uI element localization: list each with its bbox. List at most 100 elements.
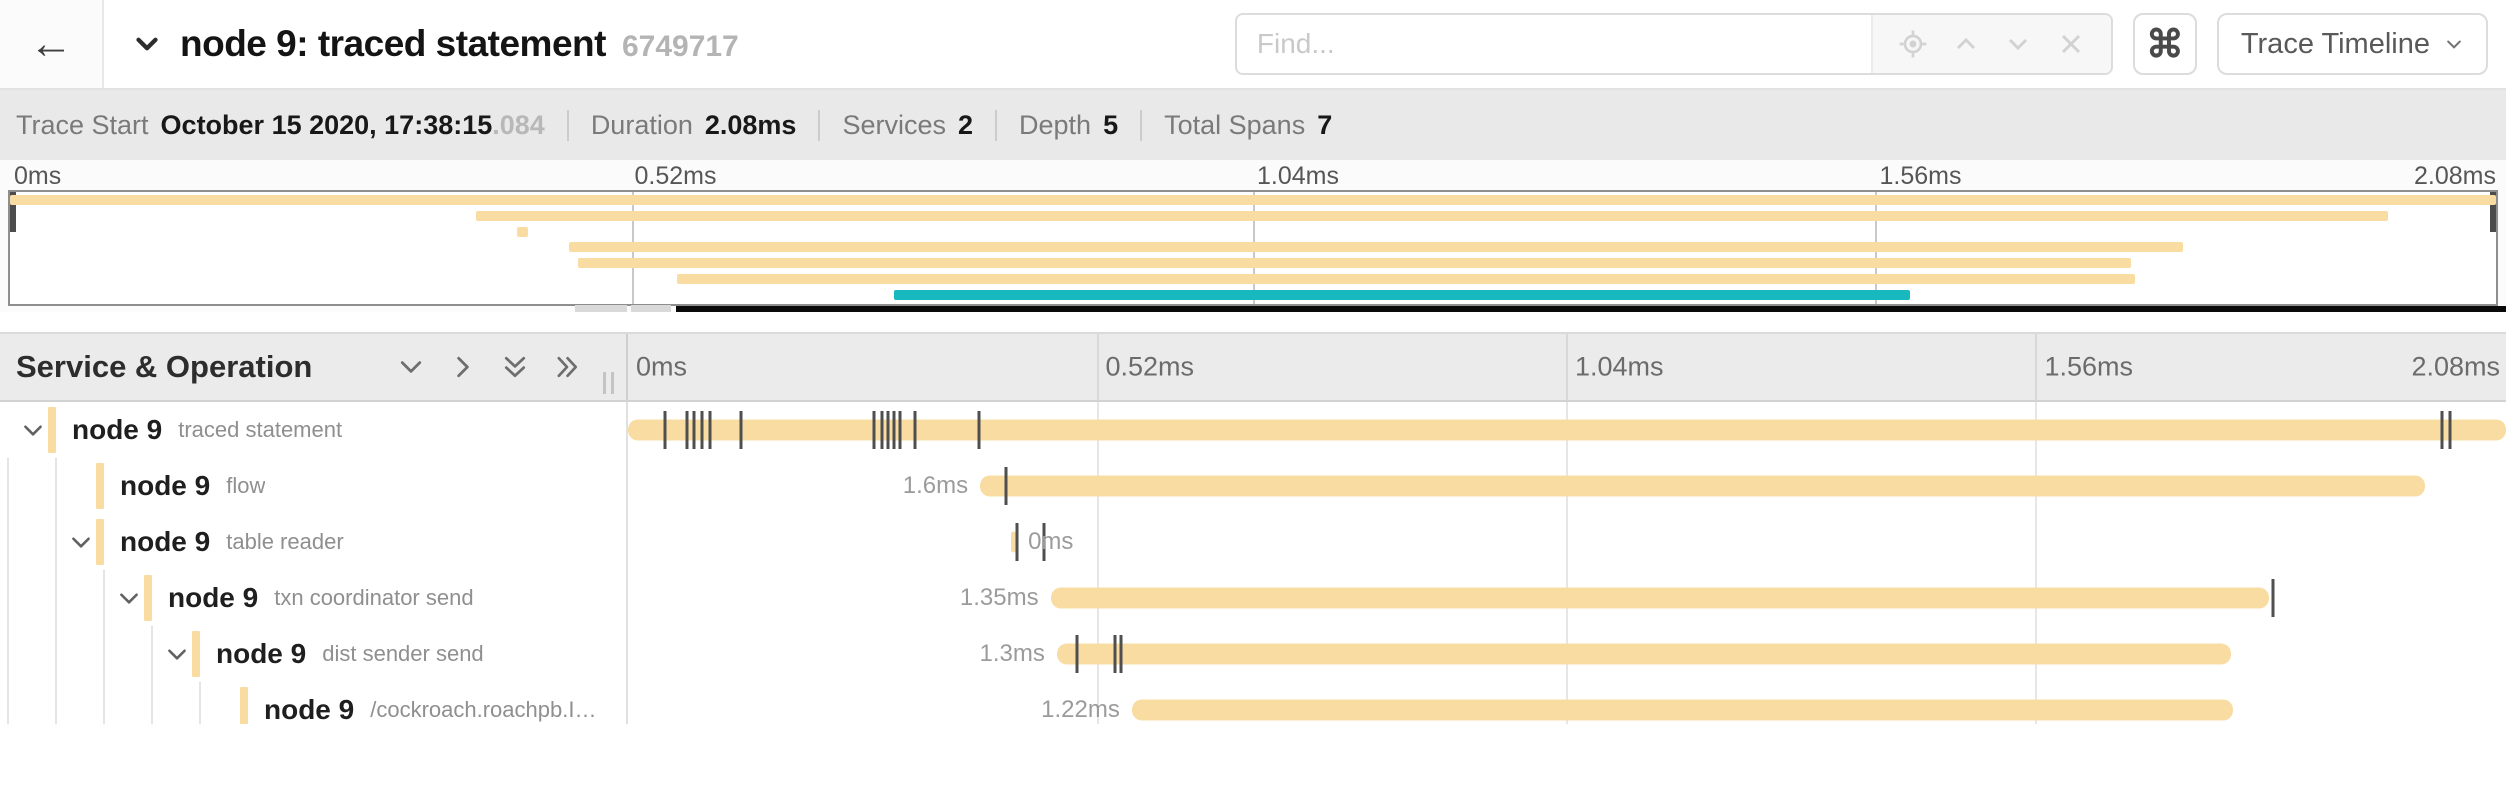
service-name: node 9	[168, 582, 259, 613]
span-log-tick	[2448, 411, 2452, 449]
span-name-cell[interactable]: node 9 txn coordinator send	[0, 570, 628, 626]
find-addon	[1870, 15, 2111, 73]
span-bar[interactable]	[980, 475, 2425, 497]
indent-guide	[151, 626, 153, 682]
summary-item: Trace Start October 15 2020, 17:38:15.084	[16, 110, 567, 141]
minimap-span-bar	[894, 289, 1911, 300]
service-color-swatch	[96, 519, 104, 565]
span-log-tick	[892, 411, 896, 449]
trace-summary-bar: Trace Start October 15 2020, 17:38:15.084…	[0, 90, 2506, 160]
span-log-tick	[880, 411, 884, 449]
timeline-axis-label: 0ms	[636, 351, 688, 382]
back-button[interactable]: ←	[0, 0, 104, 88]
span-bar[interactable]	[1010, 531, 1016, 553]
span-track: 1.3ms	[628, 626, 2506, 682]
span-name-cell[interactable]: node 9/cockroach.roachpb.I…	[0, 682, 628, 724]
collapse-trace-icon[interactable]	[130, 27, 164, 61]
collapse-all-icon[interactable]	[500, 352, 530, 382]
span-row[interactable]: node 9 txn coordinator send 1.35ms	[0, 570, 2506, 626]
indent-guide	[55, 626, 57, 682]
span-bar[interactable]	[1056, 643, 2231, 665]
span-bar[interactable]	[628, 419, 2506, 441]
keyboard-shortcuts-button[interactable]: ⌘	[2132, 13, 2197, 75]
scrollbar-segment[interactable]	[575, 305, 627, 312]
column-resizer-grip[interactable]	[603, 372, 614, 394]
operation-name: txn coordinator send	[274, 585, 474, 610]
summary-value: 7	[1317, 109, 1333, 140]
span-row[interactable]: node 9 table reader 0ms	[0, 514, 2506, 570]
span-name-cell[interactable]: node 9 dist sender send	[0, 626, 628, 682]
span-log-tick	[886, 411, 890, 449]
service-color-swatch	[48, 407, 56, 453]
find-next-icon[interactable]	[2002, 28, 2034, 60]
operation-name: flow	[226, 473, 266, 498]
span-row[interactable]: node 9 dist sender send 1.3ms	[0, 626, 2506, 682]
find-prev-icon[interactable]	[1950, 28, 1982, 60]
span-bar[interactable]	[1050, 587, 2270, 609]
timeline-axis-label: 1.56ms	[2044, 351, 2134, 382]
trace-title-group: node 9: traced statement 6749717	[130, 23, 739, 65]
summary-value: 5	[1103, 109, 1119, 140]
span-name-cell[interactable]: node 9 table reader	[0, 514, 628, 570]
clear-find-icon[interactable]	[2055, 28, 2087, 60]
span-expand-icon[interactable]	[164, 641, 190, 667]
timeline-header: Service & Operation 0ms 0.52ms 1.04ms 1.56m…	[0, 332, 2506, 402]
find-group	[1234, 13, 2113, 75]
indent-guide	[7, 458, 9, 514]
minimap-right-scrubber[interactable]	[2490, 192, 2496, 232]
span-log-tick	[872, 411, 876, 449]
service-name: node 9	[216, 638, 307, 669]
minimap-axis-label: 1.56ms	[1879, 162, 1962, 190]
timeline-axis-label: 2.08ms	[2411, 351, 2500, 382]
span-log-tick	[2440, 411, 2444, 449]
span-name-cell[interactable]: node 9 flow	[0, 458, 628, 514]
scrollbar-thumb[interactable]	[676, 306, 2506, 312]
chevron-down-icon	[2447, 40, 2461, 49]
trace-minimap: 0ms 0.52ms 1.04ms 1.56ms 2.08ms	[0, 160, 2506, 312]
expand-all-icon[interactable]	[552, 352, 582, 382]
minimap-left-scrubber[interactable]	[10, 192, 16, 232]
span-expand-icon[interactable]	[116, 585, 142, 611]
span-row[interactable]: node 9/cockroach.roachpb.I… 1.22ms	[0, 682, 2506, 724]
locate-icon[interactable]	[1897, 28, 1929, 60]
indent-guide	[7, 570, 9, 626]
span-name-cell[interactable]: node 9 traced statement	[0, 402, 628, 458]
span-log-tick	[692, 411, 696, 449]
minimap-axis-label: 0.52ms	[634, 162, 717, 190]
span-bar[interactable]	[1131, 699, 2234, 721]
summary-item: Services 2	[818, 109, 995, 141]
collapse-one-icon[interactable]	[396, 352, 426, 382]
view-type-dropdown[interactable]: Trace Timeline	[2216, 13, 2488, 75]
minimap-span-bar	[10, 195, 2496, 205]
span-row[interactable]: node 9 flow 1.6ms	[0, 458, 2506, 514]
minimap-span-bar	[577, 258, 2132, 269]
span-duration-label: 1.35ms	[959, 584, 1039, 611]
span-row[interactable]: node 9 traced statement	[0, 402, 2506, 458]
span-duration-label: 1.3ms	[979, 640, 1045, 667]
minimap-axis-label: 1.04ms	[1257, 162, 1339, 190]
minimap-span-bar	[516, 226, 528, 237]
timeline-axis-label: 0.52ms	[1105, 351, 1195, 382]
span-expand-icon[interactable]	[68, 529, 94, 555]
span-expand-icon[interactable]	[20, 417, 46, 443]
span-log-tick	[913, 411, 917, 449]
operation-name: traced statement	[178, 417, 343, 442]
service-color-swatch	[144, 575, 152, 621]
indent-guide	[103, 570, 105, 626]
summary-label: Depth	[1019, 109, 1092, 140]
service-color-swatch	[96, 463, 104, 509]
top-bar: ← node 9: traced statement 6749717	[0, 0, 2506, 90]
span-log-tick	[708, 411, 712, 449]
summary-label: Total Spans	[1164, 109, 1306, 140]
expand-one-icon[interactable]	[448, 352, 478, 382]
minimap-span-bar	[476, 210, 2389, 221]
service-color-swatch	[192, 631, 200, 677]
indent-guide	[7, 682, 9, 724]
span-log-tick	[977, 411, 981, 449]
span-track: 1.22ms	[628, 682, 2506, 724]
find-input[interactable]	[1236, 15, 1871, 73]
minimap-canvas[interactable]	[8, 190, 2498, 306]
scrollbar-segment[interactable]	[631, 305, 671, 312]
minimap-axis-label: 0ms	[14, 162, 62, 190]
span-duration-label: 1.22ms	[1041, 696, 1120, 723]
